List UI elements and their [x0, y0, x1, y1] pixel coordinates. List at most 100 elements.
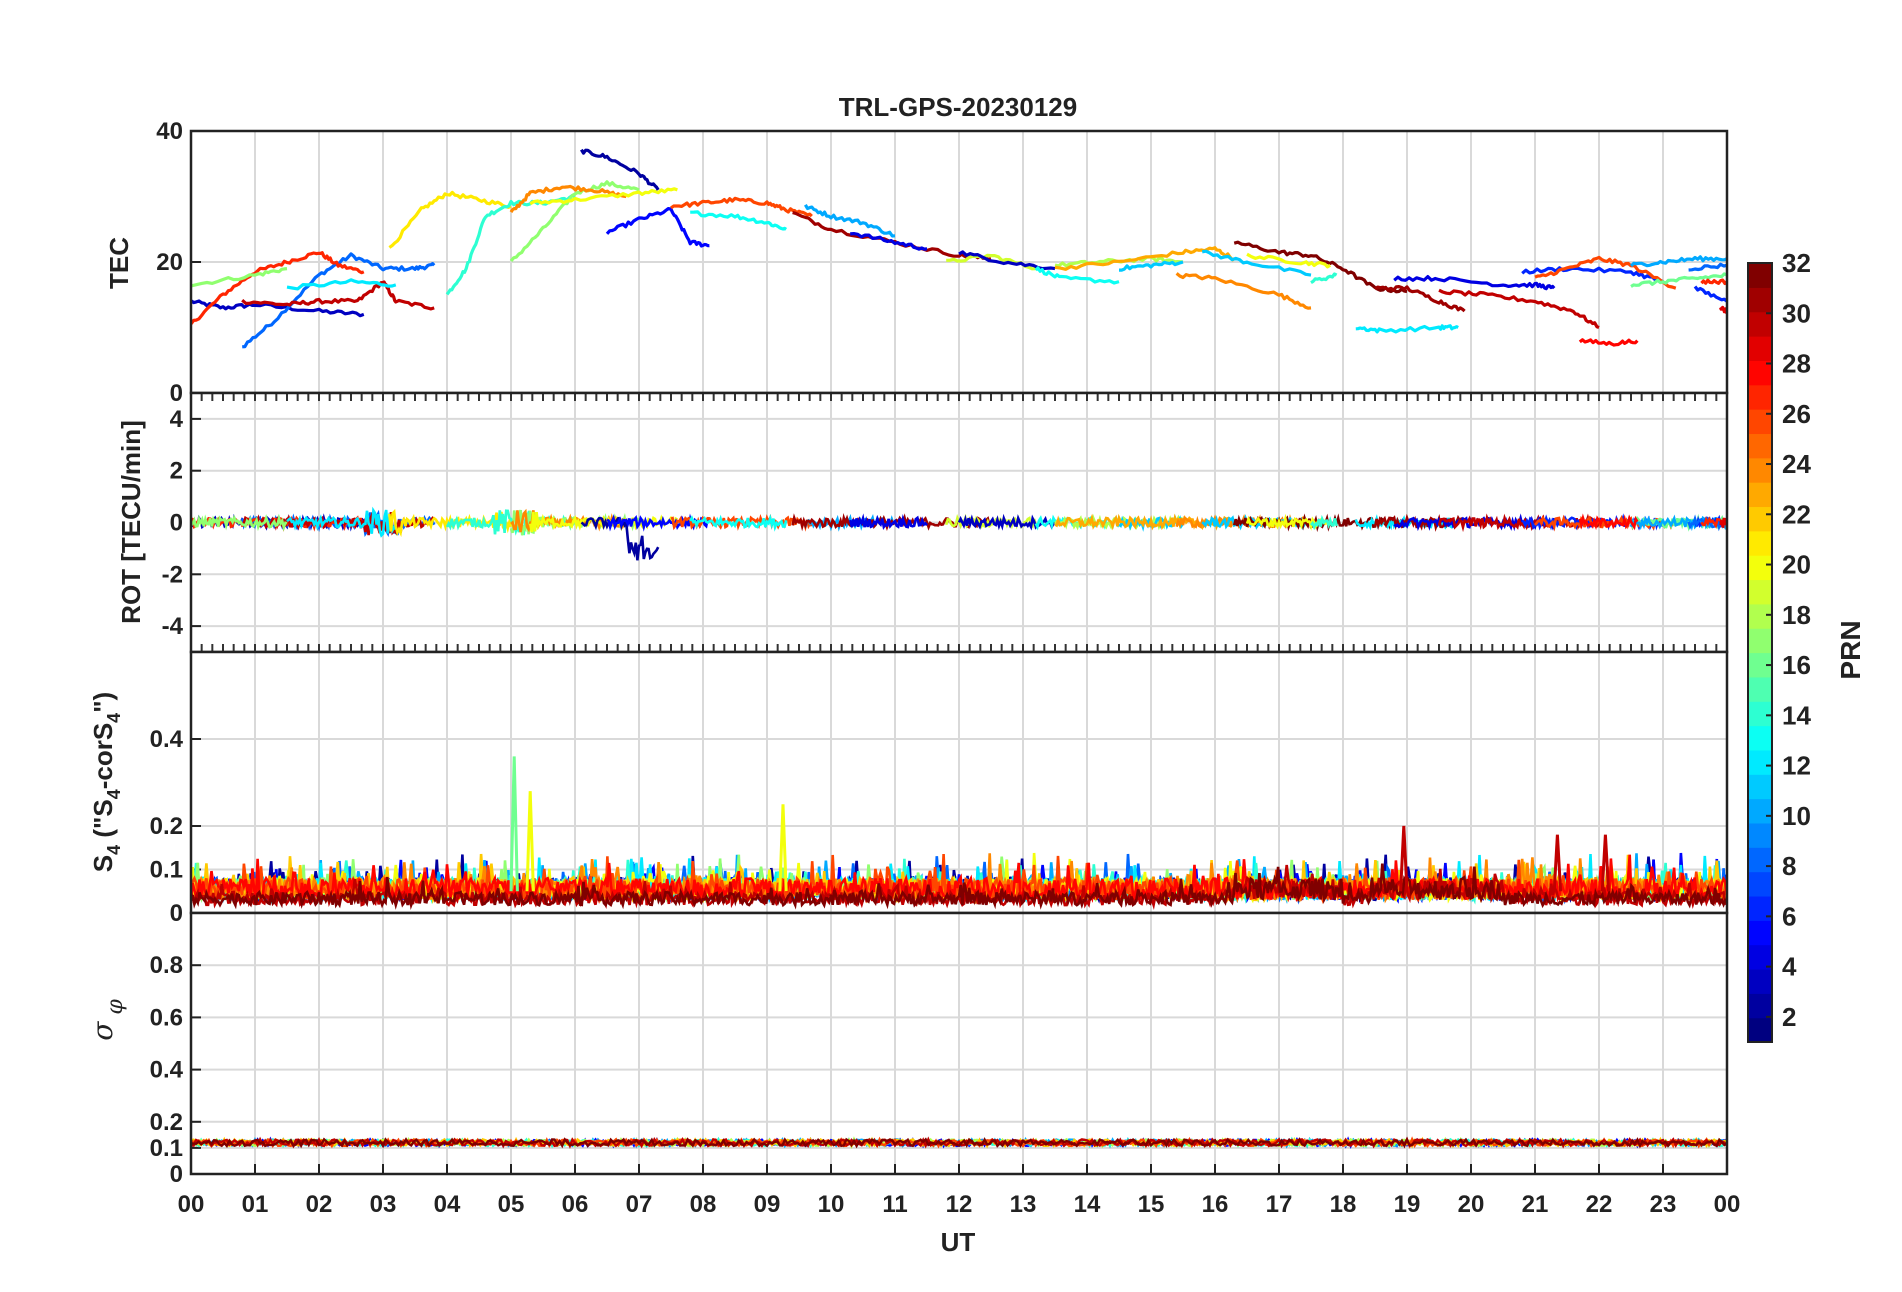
colorbar-tick-label: 22 — [1782, 499, 1811, 529]
colorbar-cell — [1748, 993, 1772, 1019]
x-tick-label: 16 — [1202, 1191, 1229, 1218]
tec-track-prn-10 — [804, 204, 896, 238]
colorbar-tick-label: 12 — [1782, 751, 1811, 781]
colorbar-cell — [1748, 336, 1772, 361]
rot-track-prn-12 — [286, 506, 397, 538]
colorbar-cell — [1748, 774, 1772, 800]
colorbar-tick-label: 4 — [1782, 952, 1797, 982]
y-tick-label: -2 — [162, 561, 183, 588]
colorbar-tick-label: 28 — [1782, 349, 1811, 379]
colorbar-tick-label: 2 — [1782, 1002, 1796, 1032]
tec-track-prn-26 — [1534, 255, 1677, 290]
tec-track-prn-20 — [529, 187, 678, 206]
y-tick-label: 0.4 — [150, 1057, 184, 1084]
x-tick-label: 23 — [1650, 1191, 1677, 1218]
rot-track-prn-13 — [689, 513, 788, 532]
colorbar-tick-label: 6 — [1782, 901, 1796, 931]
tec-track-prn-21 — [388, 190, 512, 249]
colorbar-cell — [1748, 530, 1772, 556]
tec-track-prn-16 — [1630, 272, 1727, 288]
colorbar-tick-label: 26 — [1782, 399, 1811, 429]
colorbar-cell — [1748, 628, 1772, 654]
x-tick-label: 20 — [1458, 1191, 1485, 1218]
tec-track-prn-10 — [1629, 255, 1727, 268]
colorbar-cell — [1748, 725, 1772, 751]
y-tick-label: 0.1 — [150, 857, 183, 884]
rot-track-prn-20 — [528, 511, 678, 533]
x-tick-labels: 00 01 02 03 04 05 06 07 08 09 10 11 12 13 14 15 16 17 18 19… — [178, 1164, 1740, 1218]
colorbar-cell — [1748, 506, 1772, 532]
series-group — [191, 148, 1727, 349]
colorbar-cell — [1748, 798, 1772, 824]
y-tick-label: 20 — [156, 249, 183, 276]
y-tick-label: 0 — [170, 380, 183, 407]
x-tick-label: 00 — [178, 1191, 205, 1218]
tec-track-prn-32 — [1233, 240, 1408, 294]
colorbar-cell — [1748, 822, 1772, 848]
tec-track-prn-8 — [242, 252, 436, 349]
y-tick-label: 0 — [170, 510, 183, 537]
x-tick-label: 13 — [1010, 1191, 1037, 1218]
colorbar-tick-label: 14 — [1782, 700, 1811, 730]
x-tick-label: 07 — [626, 1191, 653, 1218]
tec-track-prn-23 — [1054, 246, 1236, 271]
x-tick-label: 22 — [1586, 1191, 1613, 1218]
colorbar-cell — [1748, 482, 1772, 508]
colorbar-cell — [1748, 287, 1772, 313]
tec-track-prn-13 — [1034, 266, 1120, 285]
y-tick-label: 0.1 — [150, 1135, 183, 1162]
colorbar-cell — [1748, 433, 1772, 459]
tec-track-prn-2 — [580, 148, 660, 191]
chart-title: TRL-GPS-20230129 — [839, 92, 1077, 122]
x-tick-label: 04 — [434, 1191, 461, 1218]
tec-track-prn-31 — [1374, 285, 1466, 313]
colorbar-tick-label: 16 — [1782, 650, 1811, 680]
s4-spike — [525, 791, 535, 892]
x-tick-label: 11 — [882, 1191, 907, 1218]
x-tick-label: 12 — [946, 1191, 973, 1218]
tec-track-prn-6 — [1693, 285, 1727, 303]
tec-track-prn-12 — [1355, 324, 1459, 334]
y-tick-label: -4 — [162, 613, 184, 640]
y-tick-label: 0 — [170, 900, 183, 927]
colorbar-tick-label: 30 — [1782, 298, 1811, 328]
panel-sigma: 00.10.2 0.4 0.6 0.8 — [150, 911, 1729, 1188]
colorbar-cell — [1748, 311, 1772, 337]
y-tick-label: 0.6 — [150, 1004, 183, 1031]
y-tick-label: 0.8 — [150, 952, 183, 979]
y-tick-label: 40 — [156, 118, 183, 145]
x-tick-label: 21 — [1522, 1191, 1549, 1218]
rot-track-prn-17 — [191, 513, 288, 532]
colorbar-cell — [1748, 920, 1772, 946]
panel-s4: 0 0.1 0.2 0.4 — [150, 650, 1729, 927]
tec-track-prn-5 — [605, 207, 710, 248]
colorbar-cell — [1748, 457, 1772, 483]
colorbar-cell — [1748, 749, 1772, 775]
s4-spike — [1399, 825, 1409, 892]
y-tick-label: 2 — [170, 458, 183, 485]
colorbar-cell — [1748, 676, 1772, 702]
colorbar-cell — [1748, 968, 1772, 994]
tec-track-prn-11 — [1201, 249, 1312, 277]
x-tick-label: 17 — [1266, 1191, 1293, 1218]
tec-track-prn-13 — [690, 210, 788, 231]
s4-spike — [1600, 834, 1611, 892]
panel-rot: -4 -2 0 2 4 — [162, 391, 1729, 654]
y-label-s4: S4 ("S4-corS4") — [88, 692, 124, 872]
s4-spike — [1552, 834, 1563, 892]
rot-track-prn-28 — [1578, 513, 1639, 531]
colorbar-cell — [1748, 944, 1772, 970]
colorbar-tick-label: 32 — [1782, 248, 1811, 278]
y-label-tec: TEC — [104, 237, 134, 289]
tec-track-prn-30 — [1438, 288, 1600, 329]
x-tick-label: 05 — [498, 1191, 525, 1218]
s4-spike — [509, 756, 519, 892]
colorbar-tick-label: 20 — [1782, 550, 1811, 580]
colorbar-cell — [1748, 263, 1772, 288]
rot-track-prn-14 — [1310, 514, 1338, 531]
series-group — [191, 756, 1727, 911]
x-tick-label: 14 — [1074, 1191, 1101, 1218]
x-tick-label: 02 — [306, 1191, 333, 1218]
y-label-sigma: σ φ — [86, 999, 128, 1041]
tec-track-prn-17 — [509, 180, 640, 263]
